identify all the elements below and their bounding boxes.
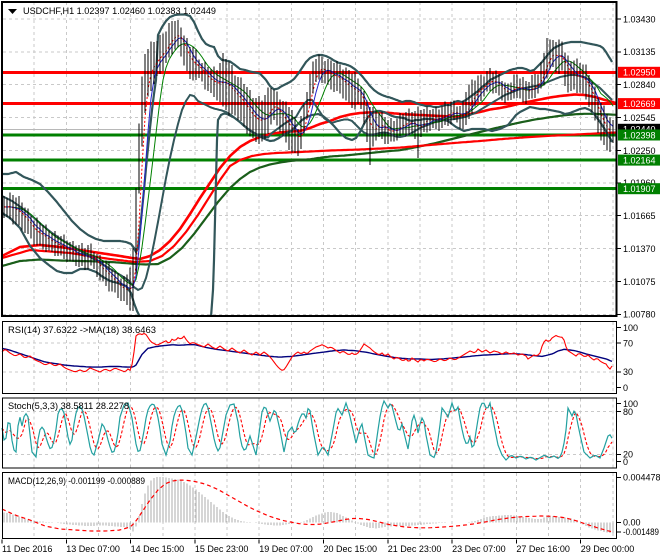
svg-text:80: 80 — [623, 407, 633, 417]
svg-text:21 Dec 23:00: 21 Dec 23:00 — [388, 544, 442, 554]
svg-text:1.01960: 1.01960 — [623, 178, 656, 188]
svg-text:1.02950: 1.02950 — [623, 68, 656, 78]
svg-text:30: 30 — [623, 367, 633, 377]
svg-text:1.03430: 1.03430 — [623, 14, 656, 24]
svg-text:15 Dec 23:00: 15 Dec 23:00 — [195, 544, 249, 554]
svg-text:20 Dec 15:00: 20 Dec 15:00 — [324, 544, 378, 554]
svg-text:100: 100 — [623, 399, 638, 409]
svg-text:1.01075: 1.01075 — [623, 277, 656, 287]
svg-text:0.004478: 0.004478 — [623, 473, 660, 483]
svg-text:13 Dec 07:00: 13 Dec 07:00 — [66, 544, 120, 554]
svg-text:0: 0 — [623, 457, 628, 467]
svg-text:1.02545: 1.02545 — [623, 113, 656, 123]
svg-text:20: 20 — [623, 450, 633, 460]
svg-text:MACD(12,26,9) -0.001199 -0.000: MACD(12,26,9) -0.001199 -0.000889 — [8, 476, 145, 486]
svg-text:1.01370: 1.01370 — [623, 244, 656, 254]
svg-text:11 Dec 2016: 11 Dec 2016 — [2, 544, 52, 554]
svg-text:23 Dec 07:00: 23 Dec 07:00 — [452, 544, 506, 554]
svg-text:0.00: 0.00 — [623, 518, 641, 528]
svg-text:29 Dec 00:00: 29 Dec 00:00 — [581, 544, 635, 554]
svg-text:1.02840: 1.02840 — [623, 80, 656, 90]
svg-text:1.02398: 1.02398 — [623, 130, 656, 140]
svg-text:1.00780: 1.00780 — [623, 310, 656, 320]
svg-text:1.02250: 1.02250 — [623, 146, 656, 156]
svg-text:Stoch(5,3,3) 38.5811 28.2278: Stoch(5,3,3) 38.5811 28.2278 — [8, 401, 129, 411]
svg-text:1.02164: 1.02164 — [623, 155, 656, 165]
svg-text:70: 70 — [623, 338, 633, 348]
svg-text:RSI(14) 37.6322 ->MA(18) 38.6: RSI(14) 37.6322 ->MA(18) 38.6463 — [8, 325, 156, 335]
svg-text:1.03135: 1.03135 — [623, 47, 656, 57]
svg-text:19 Dec 07:00: 19 Dec 07:00 — [259, 544, 313, 554]
svg-text:-0.001489: -0.001489 — [623, 527, 659, 537]
svg-text:14 Dec 15:00: 14 Dec 15:00 — [131, 544, 185, 554]
svg-text:100: 100 — [623, 323, 638, 333]
svg-text:USDCHF,H1 1.02397 1.02460 1.0: USDCHF,H1 1.02397 1.02460 1.02383 1.0244… — [23, 6, 216, 16]
svg-text:0: 0 — [623, 383, 628, 393]
svg-text:1.01907: 1.01907 — [623, 184, 656, 194]
svg-text:1.02669: 1.02669 — [623, 99, 656, 109]
svg-text:27 Dec 16:00: 27 Dec 16:00 — [516, 544, 570, 554]
svg-text:1.01665: 1.01665 — [623, 211, 656, 221]
